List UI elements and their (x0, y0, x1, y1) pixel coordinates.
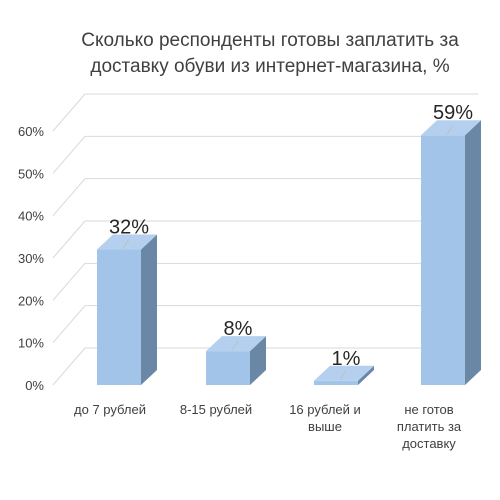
bar (206, 351, 250, 385)
data-label: 1% (332, 348, 361, 370)
gridline-side (52, 93, 86, 132)
gridline-side (52, 305, 86, 343)
gridline-side (52, 136, 86, 174)
data-label-leader (339, 370, 347, 381)
y-tick-label: 50% (18, 166, 44, 181)
gridline-side (52, 178, 86, 216)
y-tick-label: 60% (18, 124, 44, 139)
data-label: 8% (224, 318, 253, 340)
y-tick-label: 20% (18, 293, 44, 308)
x-tick-label: до 7 рублей (74, 402, 146, 417)
x-tick-label: не готов платить за доставку (397, 402, 462, 451)
y-tick-label: 30% (18, 251, 44, 266)
bar (421, 135, 465, 385)
bar-side (358, 365, 374, 385)
data-label-leader (231, 340, 239, 351)
data-label: 59% (433, 102, 473, 124)
chart-title: Сколько респонденты готовы заплатить за … (81, 30, 459, 77)
gridline-side (52, 220, 86, 259)
x-tick-label: 16 рублей и выше (289, 402, 361, 434)
y-tick-label: 0% (25, 378, 44, 393)
y-tick-label: 10% (18, 336, 44, 351)
data-label-leader (122, 239, 130, 249)
bar-side (141, 234, 157, 385)
data-label: 32% (109, 217, 149, 239)
bar-side (465, 120, 481, 385)
bar (314, 380, 358, 385)
x-tick-label: 8-15 рублей (180, 402, 252, 417)
bar-side (250, 336, 266, 385)
data-label-leader (446, 124, 454, 135)
gridline-side (52, 263, 86, 301)
y-tick-label: 40% (18, 209, 44, 224)
bar (97, 249, 141, 385)
gridline-side (52, 347, 86, 386)
